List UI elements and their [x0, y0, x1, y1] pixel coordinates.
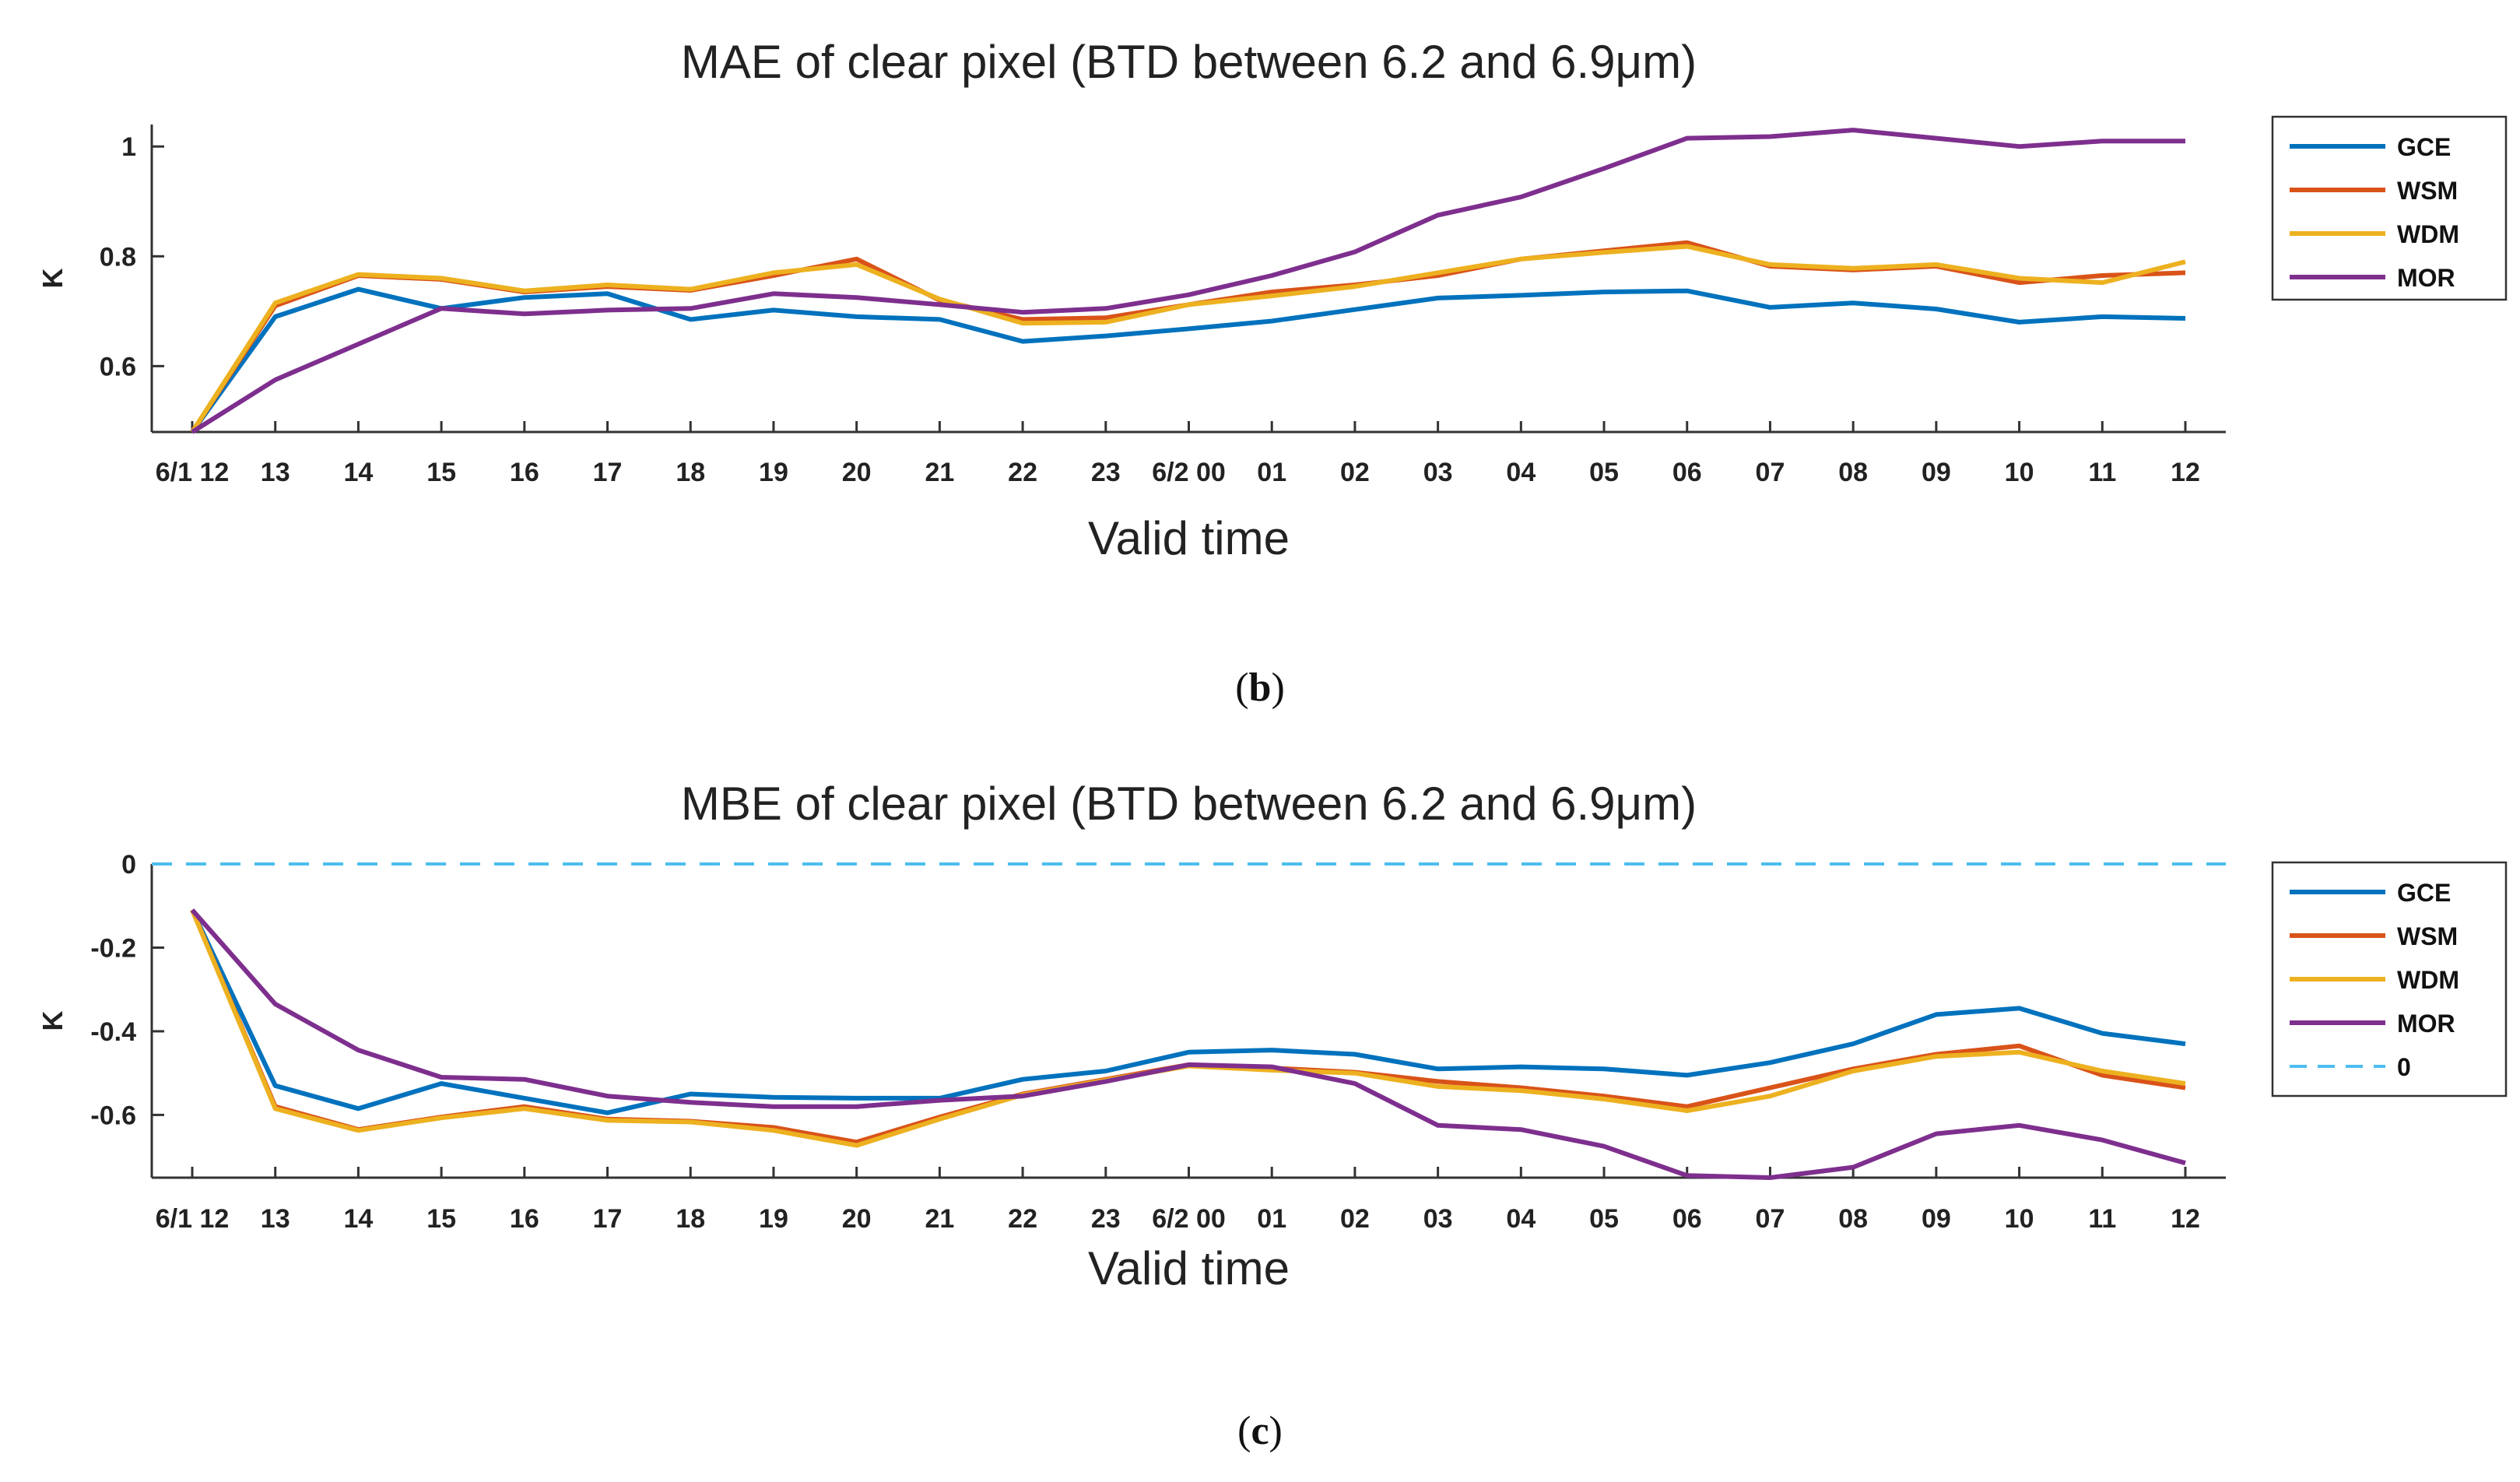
x-tick-label: 01	[1257, 1204, 1286, 1234]
chart-title: MAE of clear pixel (BTD between 6.2 and …	[681, 36, 1697, 88]
x-tick-label: 14	[344, 1204, 374, 1234]
legend-entry: GCE	[2397, 133, 2451, 161]
x-tick-label: 04	[1506, 458, 1536, 487]
y-tick-label: -0.2	[90, 933, 136, 963]
x-tick-label: 20	[842, 458, 872, 487]
y-tick-label: 1	[121, 132, 136, 162]
x-tick-label: 02	[1340, 458, 1370, 487]
x-tick-label: 20	[842, 1204, 872, 1234]
x-tick-label: 6/1 12	[156, 1204, 230, 1234]
x-tick-label: 02	[1340, 1204, 1370, 1234]
panel-label: (b)	[1235, 665, 1285, 710]
x-tick-label: 10	[2005, 458, 2034, 487]
legend-entry: WDM	[2397, 966, 2459, 994]
x-tick-label: 03	[1423, 1204, 1453, 1234]
x-tick-label: 12	[2171, 1204, 2200, 1234]
x-tick-label: 22	[1008, 458, 1037, 487]
y-tick-label: -0.6	[90, 1101, 136, 1130]
x-tick-label: 15	[426, 1204, 456, 1234]
y-axis-label: K	[37, 269, 68, 289]
x-tick-label: 16	[510, 458, 539, 487]
x-tick-label: 6/2 00	[1152, 1204, 1226, 1234]
y-tick-label: 0	[121, 850, 136, 880]
x-axis-label: Valid time	[1088, 1242, 1290, 1294]
x-tick-label: 09	[1922, 458, 1951, 487]
x-tick-label: 18	[676, 1204, 705, 1234]
panel-label: (c)	[1237, 1409, 1283, 1453]
legend: GCE WSM WDM MOR	[2271, 115, 2508, 301]
x-tick-label: 05	[1589, 458, 1619, 487]
x-tick-label: 01	[1257, 458, 1286, 487]
legend-entry: MOR	[2397, 264, 2455, 292]
x-tick-label: 15	[426, 458, 456, 487]
y-axis-label: K	[37, 1011, 68, 1031]
legend-entry: WSM	[2397, 177, 2458, 205]
x-tick-label: 04	[1506, 1204, 1536, 1234]
chart-0: MAE of clear pixel (BTD between 6.2 and …	[37, 36, 2508, 710]
y-tick-label: 0.6	[100, 352, 136, 381]
x-tick-label: 23	[1091, 1204, 1121, 1234]
series-line-wsm	[190, 240, 2186, 434]
x-tick-label: 18	[676, 458, 705, 487]
series-line-wdm	[190, 908, 2186, 1148]
x-tick-label: 6/2 00	[1152, 458, 1226, 487]
series-line-gce	[190, 286, 2186, 434]
x-tick-label: 06	[1672, 458, 1702, 487]
x-tick-label: 12	[2171, 458, 2200, 487]
legend: GCE WSM WDM MOR 0	[2271, 861, 2508, 1097]
legend-entry: WDM	[2397, 220, 2459, 248]
legend-entry: WSM	[2397, 922, 2458, 950]
x-tick-label: 16	[510, 1204, 539, 1234]
x-tick-label: 13	[261, 458, 290, 487]
x-tick-label: 11	[2088, 1204, 2116, 1234]
x-tick-label: 07	[1756, 1204, 1785, 1234]
legend-entry: GCE	[2397, 879, 2451, 907]
y-tick-label: 0.8	[100, 242, 136, 272]
series-line-wsm	[190, 908, 2186, 1145]
x-tick-label: 17	[593, 458, 623, 487]
legend-entry: MOR	[2397, 1010, 2455, 1038]
series-line-mor	[190, 908, 2186, 1180]
x-tick-label: 19	[759, 1204, 788, 1234]
x-tick-label: 21	[925, 458, 954, 487]
x-tick-label: 13	[261, 1204, 290, 1234]
legend-entry: 0	[2397, 1053, 2411, 1081]
x-tick-label: 06	[1672, 1204, 1702, 1234]
x-tick-label: 23	[1091, 458, 1121, 487]
x-tick-label: 11	[2088, 458, 2116, 487]
x-tick-label: 19	[759, 458, 788, 487]
x-tick-label: 05	[1589, 1204, 1619, 1234]
series-line-wdm	[190, 244, 2186, 434]
x-tick-label: 10	[2005, 1204, 2034, 1234]
chart-title: MBE of clear pixel (BTD between 6.2 and …	[681, 778, 1697, 830]
series-line-mor	[191, 128, 2185, 434]
x-tick-label: 17	[593, 1204, 623, 1234]
y-tick-label: -0.4	[90, 1017, 136, 1047]
x-tick-label: 09	[1922, 1204, 1951, 1234]
x-tick-label: 07	[1756, 458, 1785, 487]
chart-1: MBE of clear pixel (BTD between 6.2 and …	[37, 778, 2508, 1453]
x-tick-label: 14	[344, 458, 374, 487]
x-tick-label: 03	[1423, 458, 1453, 487]
x-axis-label: Valid time	[1088, 512, 1290, 564]
x-tick-label: 22	[1008, 1204, 1037, 1234]
x-tick-label: 21	[925, 1204, 954, 1234]
series-line-gce	[190, 908, 2186, 1115]
x-tick-label: 08	[1838, 458, 1868, 487]
x-tick-label: 08	[1838, 1204, 1868, 1234]
x-tick-label: 6/1 12	[156, 458, 230, 487]
